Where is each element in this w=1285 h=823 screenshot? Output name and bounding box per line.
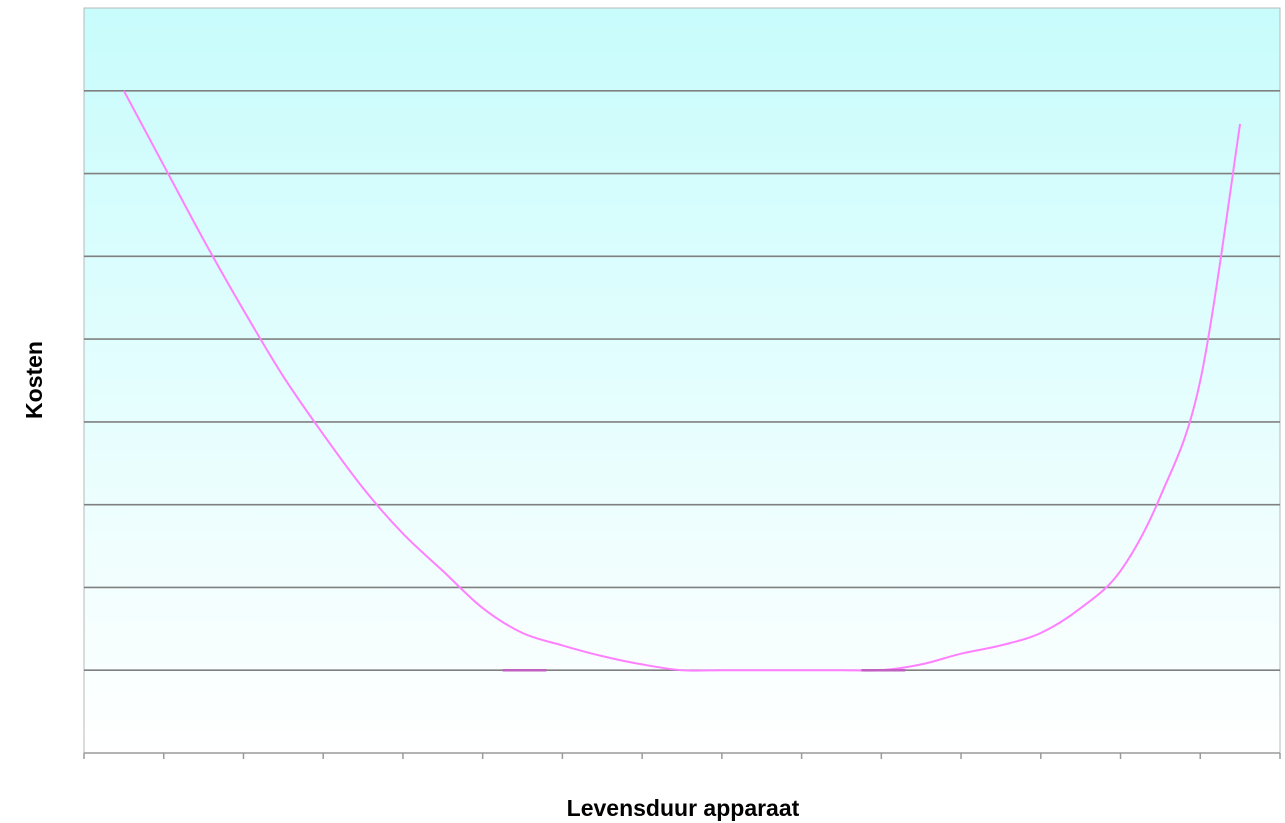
- x-axis-title: Levensduur apparaat: [567, 795, 800, 821]
- gridlines: [84, 89, 1280, 672]
- y-axis-title: Kosten: [21, 341, 47, 419]
- series-layer: [123, 90, 1242, 672]
- cost-curve-line: [123, 90, 1242, 672]
- x-axis: [83, 752, 1281, 759]
- plot-area: [83, 7, 1281, 754]
